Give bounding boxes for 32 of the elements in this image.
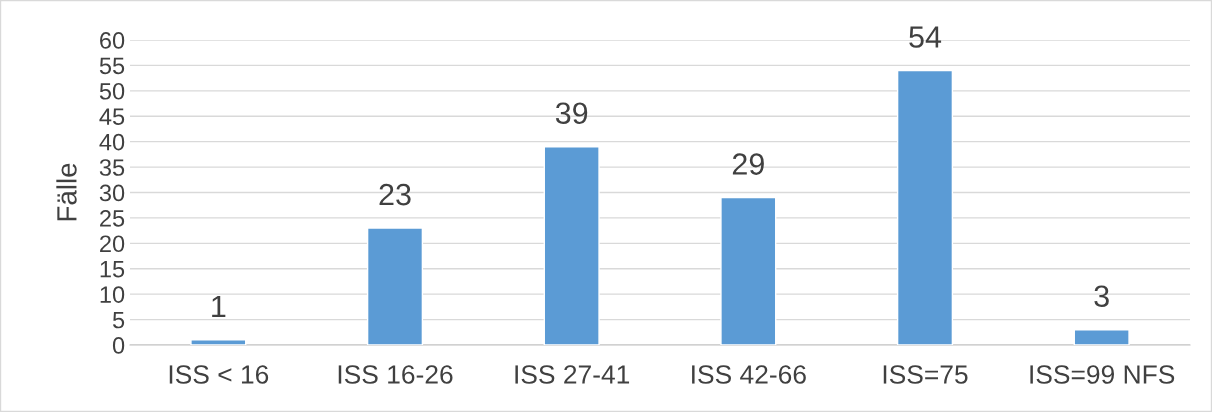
y-tick-label: 15: [100, 261, 125, 278]
y-axis-title: Fälle: [56, 163, 77, 221]
y-tick-label: 60: [100, 32, 125, 49]
y-tick-label: 10: [100, 286, 125, 303]
x-tick-label: ISS 42-66: [692, 365, 806, 384]
x-tick-label: ISS=99 NFS: [1030, 365, 1175, 384]
data-label: 3: [1094, 285, 1109, 308]
y-tick-label: 35: [99, 159, 125, 176]
bar: [896, 69, 954, 345]
data-label: 39: [555, 102, 588, 125]
y-tick-label: 0: [112, 337, 125, 354]
x-tick-label: ISS 16-26: [338, 365, 453, 384]
bar: [366, 227, 424, 345]
data-label: 23: [379, 183, 411, 206]
data-label: 1: [212, 295, 226, 317]
bar: [720, 196, 777, 345]
x-tick-label: ISS < 16: [169, 365, 269, 384]
data-label: 54: [909, 26, 942, 48]
y-tick-label: 55: [99, 57, 125, 75]
y-tick-label: 45: [99, 108, 125, 126]
y-tick-label: 20: [100, 235, 125, 253]
y-tick-label: 40: [99, 133, 125, 151]
y-tick-label: 25: [100, 209, 125, 227]
y-tick-label: 50: [99, 82, 125, 100]
data-label: 29: [732, 153, 764, 175]
x-tick-label: ISS 27-41: [515, 365, 630, 384]
bar: [1073, 329, 1130, 345]
bar: [190, 339, 247, 345]
y-tick-label: 30: [99, 184, 125, 202]
bar: [543, 146, 600, 345]
y-tick-label: 5: [112, 311, 125, 329]
x-tick-label: ISS=75: [883, 365, 968, 384]
